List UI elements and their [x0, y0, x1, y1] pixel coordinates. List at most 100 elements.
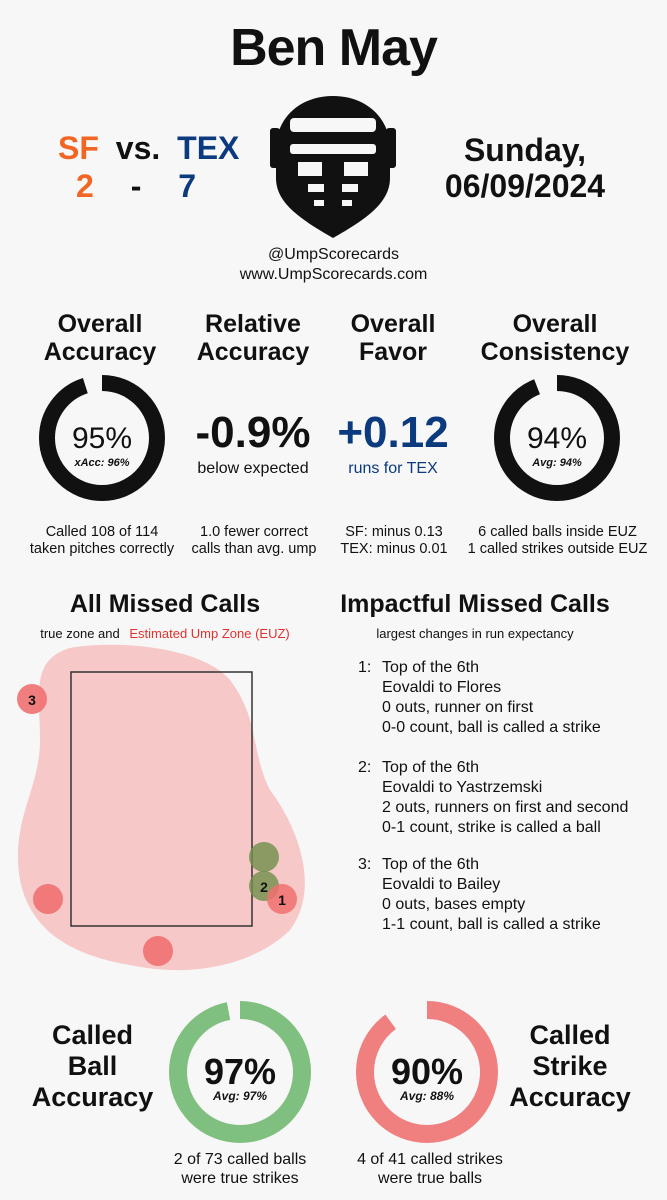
impactful-item-3-call: 1-1 count, ball is called a strike — [382, 916, 601, 933]
catcher-mask-icon — [270, 96, 396, 238]
called-ball-detail: 2 of 73 called balls were true strikes — [150, 1150, 330, 1188]
overall-favor-detail-1: SF: minus 0.13 — [345, 524, 443, 540]
overall-accuracy-title: Overall Accuracy — [20, 310, 180, 366]
relative-accuracy-title-line2: Accuracy — [196, 338, 310, 366]
overall-accuracy-detail: Called 108 of 114 taken pitches correctl… — [14, 524, 190, 558]
called-strike-detail-2: were true balls — [377, 1170, 483, 1187]
relative-accuracy-detail-2: calls than avg. ump — [191, 541, 317, 557]
impactful-item-1-call: 0-0 count, ball is called a strike — [382, 719, 601, 736]
overall-consistency-title-line2: Consistency — [480, 338, 630, 366]
overall-accuracy-title-line1: Overall — [57, 310, 143, 338]
impactful-item-2-num: 2: — [358, 759, 372, 776]
missed-call-dot-1 — [267, 884, 297, 914]
impactful-item-2-situation: 2 outs, runners on first and second — [382, 799, 629, 816]
true-strike-zone — [70, 671, 253, 927]
overall-accuracy-title-line2: Accuracy — [43, 338, 157, 366]
relative-accuracy-detail: 1.0 fewer correct calls than avg. ump — [180, 524, 328, 558]
overall-favor-title-line2: Favor — [358, 338, 428, 366]
missed-call-dot-green-a — [249, 842, 279, 872]
called-ball-avg: Avg: 97% — [212, 1089, 267, 1103]
called-ball-arc — [169, 1001, 311, 1143]
missed-call-dot-3 — [17, 684, 47, 714]
impactful-item-1-num: 1: — [358, 659, 372, 676]
overall-consistency-ring: 94% Avg: 94% — [494, 375, 620, 501]
called-ball-label-1: Called — [51, 1020, 134, 1050]
called-strike-label-1: Called — [529, 1020, 611, 1050]
called-strike-detail-1: 4 of 41 called strikes — [357, 1151, 503, 1168]
called-ball-ring: 97% Avg: 97% — [169, 1001, 311, 1143]
missed-call-dot-bottom — [143, 936, 173, 966]
twitter-handle[interactable]: @UmpScorecards — [268, 246, 399, 263]
matchup: SF vs. TEX — [58, 130, 239, 167]
overall-consistency-title: Overall Consistency — [470, 310, 640, 366]
called-strike-label-3: Accuracy — [509, 1082, 631, 1112]
missed-calls-subtitle: true zone and Estimated Ump Zone (EUZ) — [10, 626, 320, 641]
relative-accuracy-detail-1: 1.0 fewer correct — [200, 524, 308, 540]
overall-accuracy-detail-2: taken pitches correctly — [29, 541, 175, 557]
missed-calls-subtitle-2: Estimated Ump Zone (EUZ) — [129, 626, 290, 641]
relative-accuracy-value: -0.9% — [195, 408, 311, 457]
all-missed-calls-title: All Missed Calls — [69, 590, 261, 618]
impactful-item-2: 2: Top of the 6th Eovaldi to Yastrzemski… — [358, 758, 658, 844]
game-date: 06/09/2024 — [444, 168, 606, 204]
impactful-item-3-num: 3: — [358, 856, 372, 873]
overall-accuracy-arc — [39, 375, 165, 501]
impactful-item-3-situation: 0 outs, bases empty — [382, 896, 526, 913]
called-ball-value: 97% — [204, 1051, 276, 1092]
relative-accuracy-title-line1: Relative — [205, 310, 301, 338]
impactful-item-3-inning: Top of the 6th — [382, 856, 479, 873]
impactful-item-3: 3: Top of the 6th Eovaldi to Bailey 0 ou… — [358, 855, 658, 941]
away-team: SF — [58, 130, 99, 166]
missed-call-label-1: 1 — [278, 892, 286, 908]
missed-call-dot-left — [33, 884, 63, 914]
overall-consistency-value: 94% — [527, 422, 587, 455]
home-team: TEX — [177, 130, 240, 166]
impactful-item-1: 1: Top of the 6th Eovaldi to Flores 0 ou… — [358, 658, 658, 744]
impactful-item-3-matchup: Eovaldi to Bailey — [382, 876, 501, 893]
home-score: 7 — [178, 168, 197, 204]
game-day: Sunday, — [463, 132, 587, 168]
called-strike-ring: 90% Avg: 88% — [356, 1001, 498, 1143]
impactful-item-2-call: 0-1 count, strike is called a ball — [382, 819, 601, 836]
umpire-name: Ben May — [230, 19, 438, 77]
called-ball-label: Called Ball Accuracy — [20, 1020, 165, 1113]
overall-consistency-detail: 6 called balls inside EUZ 1 called strik… — [455, 524, 660, 558]
away-score: 2 — [76, 168, 94, 204]
missed-calls-plot: 3 2 1 — [17, 644, 305, 971]
overall-accuracy-value: 95% — [72, 422, 132, 455]
called-strike-label: Called Strike Accuracy — [500, 1020, 640, 1113]
website-link[interactable]: www.UmpScorecards.com — [239, 266, 428, 283]
overall-consistency-arc — [494, 375, 620, 501]
overall-consistency-detail-1: 6 called balls inside EUZ — [478, 524, 637, 540]
overall-consistency-avg: Avg: 94% — [531, 457, 582, 469]
called-strike-detail: 4 of 41 called strikes were true balls — [335, 1150, 525, 1188]
overall-accuracy-ring: 95% xAcc: 96% — [39, 375, 165, 501]
overall-consistency-detail-2: 1 called strikes outside EUZ — [467, 541, 648, 557]
overall-favor-sub: runs for TEX — [348, 460, 438, 477]
called-strike-label-2: Strike — [532, 1051, 608, 1081]
overall-consistency-title-line1: Overall — [512, 310, 598, 338]
overall-favor-title: Overall Favor — [323, 310, 463, 366]
overall-accuracy-detail-1: Called 108 of 114 — [45, 524, 159, 540]
overall-accuracy-xacc: xAcc: 96% — [73, 457, 129, 469]
called-ball-label-3: Accuracy — [31, 1082, 154, 1112]
impactful-item-2-inning: Top of the 6th — [382, 759, 479, 776]
overall-favor-detail-2: TEX: minus 0.01 — [340, 541, 448, 557]
called-ball-label-2: Ball — [67, 1051, 118, 1081]
called-strike-arc — [356, 1001, 498, 1143]
score-dash: - — [130, 168, 142, 204]
impactful-subtitle: largest changes in run expectancy — [376, 626, 574, 641]
overall-favor-value: +0.12 — [337, 408, 449, 457]
relative-accuracy-sub: below expected — [197, 460, 309, 477]
estimated-ump-zone — [17, 644, 305, 971]
missed-calls-subtitle-1: true zone and — [40, 626, 120, 641]
impactful-item-1-inning: Top of the 6th — [382, 659, 479, 676]
missed-call-label-2: 2 — [260, 879, 268, 895]
vs-label: vs. — [115, 130, 161, 166]
missed-call-label-3: 3 — [28, 692, 36, 708]
overall-favor-detail: SF: minus 0.13 TEX: minus 0.01 — [330, 524, 458, 558]
impactful-item-2-matchup: Eovaldi to Yastrzemski — [382, 779, 543, 796]
relative-accuracy-title: Relative Accuracy — [178, 310, 328, 366]
called-ball-detail-2: were true strikes — [181, 1170, 299, 1187]
impactful-item-1-matchup: Eovaldi to Flores — [382, 679, 502, 696]
